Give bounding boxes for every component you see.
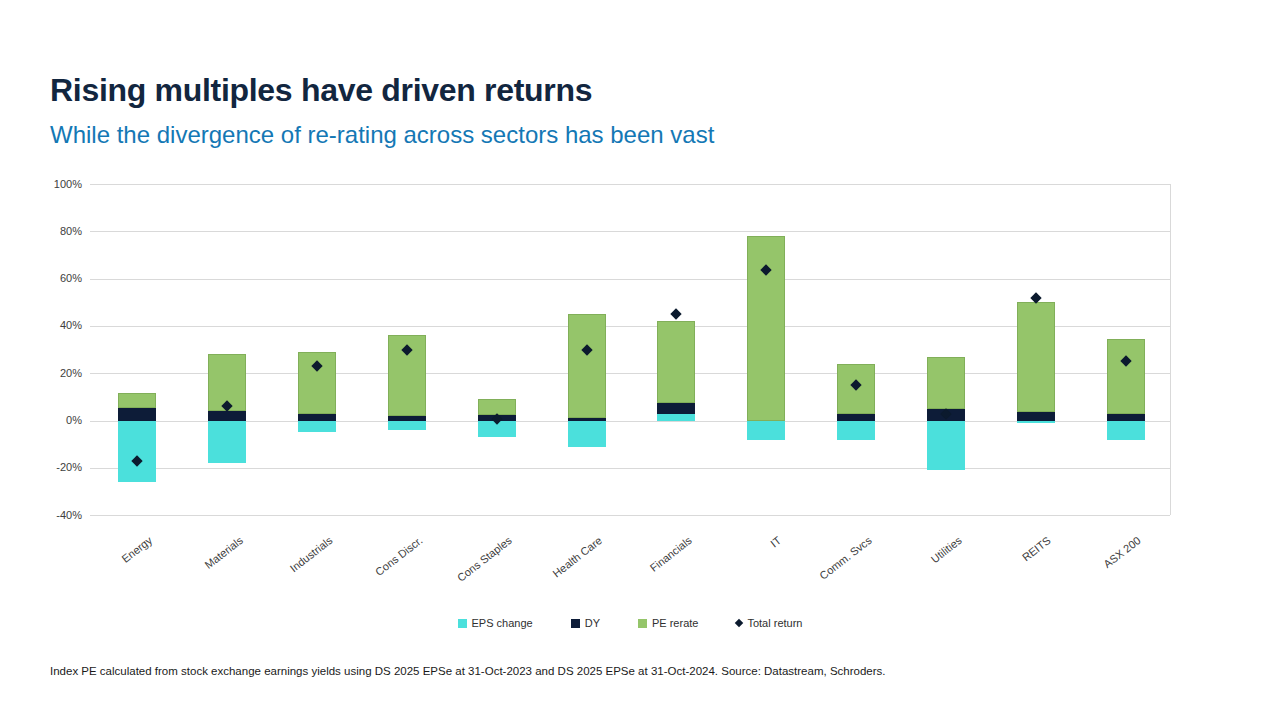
bar-segment-eps-change <box>927 421 965 471</box>
x-axis-category-label: Financials <box>647 534 693 574</box>
page-title: Rising multiples have driven returns <box>50 72 592 109</box>
bar-segment-eps-change <box>657 414 695 421</box>
legend-diamond-marker <box>735 619 743 627</box>
legend-item-eps-change: EPS change <box>458 617 533 629</box>
y-axis-tick-label: 100% <box>22 178 82 190</box>
bar-segment-dy <box>1107 414 1145 421</box>
bar-segment-eps-change <box>118 421 156 483</box>
y-axis-tick-label: 0% <box>22 414 82 426</box>
bar-segment-dy <box>1017 412 1055 420</box>
chart-legend: EPS change DY PE rerate Total return <box>90 617 1170 629</box>
gridline <box>90 515 1170 516</box>
bar-segment-eps-change <box>837 421 875 440</box>
x-axis-category-label: Industrials <box>287 534 334 574</box>
y-axis-tick-label: 60% <box>22 272 82 284</box>
legend-label: Total return <box>747 617 802 629</box>
bar-segment-pe-rerate <box>568 314 606 418</box>
gridline <box>90 468 1170 469</box>
slide: Rising multiples have driven returns Whi… <box>0 0 1280 720</box>
source-footnote: Index PE calculated from stock exchange … <box>50 665 886 677</box>
page-subtitle: While the divergence of re-rating across… <box>50 121 714 149</box>
bar-segment-dy <box>208 411 246 420</box>
plot-right-border <box>1170 184 1171 515</box>
bar-segment-eps-change <box>208 421 246 464</box>
bar-segment-dy <box>837 414 875 421</box>
bar-segment-eps-change <box>298 421 336 433</box>
bar-segment-dy <box>298 414 336 421</box>
x-axis-category-label: Comm. Svcs <box>817 534 874 582</box>
gridline <box>90 279 1170 280</box>
gridline <box>90 184 1170 185</box>
bar-segment-eps-change <box>1107 421 1145 440</box>
bar-segment-pe-rerate <box>657 321 695 403</box>
bar-segment-pe-rerate <box>927 357 965 409</box>
x-axis-category-label: Cons Discr. <box>373 534 425 578</box>
legend-item-pe-rerate: PE rerate <box>638 617 698 629</box>
x-axis-category-label: IT <box>769 534 784 549</box>
y-axis-tick-label: 40% <box>22 319 82 331</box>
gridline <box>90 421 1170 422</box>
x-axis-category-label: REITS <box>1020 534 1053 563</box>
bar-segment-pe-rerate <box>1017 302 1055 412</box>
bar-segment-pe-rerate <box>1107 339 1145 414</box>
bar-segment-eps-change <box>568 421 606 447</box>
legend-label: DY <box>585 617 600 629</box>
y-axis-tick-label: 80% <box>22 225 82 237</box>
legend-color-swatch <box>458 619 467 628</box>
legend-color-swatch <box>571 619 580 628</box>
x-axis-category-label: Health Care <box>550 534 604 580</box>
bar-segment-dy <box>388 416 426 421</box>
legend-item-total-return: Total return <box>736 617 802 629</box>
bar-segment-dy <box>568 418 606 420</box>
bar-segment-eps-change <box>388 421 426 430</box>
bar-segment-eps-change <box>1017 421 1055 423</box>
x-axis-category-label: Materials <box>202 534 245 571</box>
legend-color-swatch <box>638 619 647 628</box>
gridline <box>90 373 1170 374</box>
y-axis-tick-label: -20% <box>22 461 82 473</box>
x-axis-category-label: Energy <box>120 534 155 565</box>
x-axis-category-label: ASX 200 <box>1101 534 1143 570</box>
bar-segment-pe-rerate <box>118 393 156 407</box>
x-axis-category-label: Cons Staples <box>455 534 514 584</box>
bar-segment-dy <box>118 408 156 421</box>
bar-segment-dy <box>657 403 695 414</box>
legend-label: EPS change <box>472 617 533 629</box>
y-axis-tick-label: 20% <box>22 367 82 379</box>
gridline <box>90 231 1170 232</box>
y-axis-tick-label: -40% <box>22 509 82 521</box>
x-axis-category-label: Utilities <box>928 534 963 565</box>
total-return-marker <box>671 308 682 319</box>
legend-item-dy: DY <box>571 617 600 629</box>
gridline <box>90 326 1170 327</box>
legend-label: PE rerate <box>652 617 698 629</box>
bar-segment-eps-change <box>747 421 785 440</box>
